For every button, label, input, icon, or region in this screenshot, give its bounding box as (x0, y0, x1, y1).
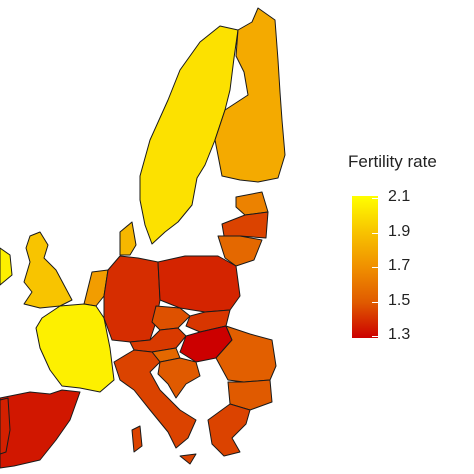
region-france (35, 303, 115, 393)
region-czechia (151, 305, 191, 331)
region-croatia (157, 357, 201, 399)
region-italy (113, 349, 197, 449)
legend-tick-mark (372, 198, 378, 199)
legend-tick-mark (372, 232, 378, 234)
legend-tick-label: 1.7 (388, 257, 411, 274)
region-spain (0, 389, 81, 469)
region-lithuania (217, 235, 263, 267)
legend-tick-label: 2.1 (388, 188, 411, 205)
legend-title: Fertility rate (348, 152, 437, 171)
region-estonia (235, 191, 269, 216)
region-ireland (0, 247, 13, 286)
region-portugal (0, 397, 11, 455)
legend-tick-label: 1.5 (388, 291, 411, 309)
region-benelux (83, 269, 109, 307)
region-united-kingdom (23, 231, 73, 309)
region-latvia (221, 211, 269, 239)
legend-tick-mark (372, 267, 378, 268)
region-islands-south (179, 453, 197, 465)
legend-tick-label: 1.3 (388, 326, 411, 343)
region-poland (157, 255, 241, 313)
region-finland (214, 7, 286, 183)
legend-tick-mark (372, 301, 378, 303)
legend-tick-label: 1.9 (388, 222, 411, 240)
region-greece (207, 403, 251, 457)
region-germany (103, 255, 161, 343)
legend-tick-mark (372, 336, 378, 337)
region-islands (131, 425, 143, 453)
region-denmark (119, 221, 137, 256)
